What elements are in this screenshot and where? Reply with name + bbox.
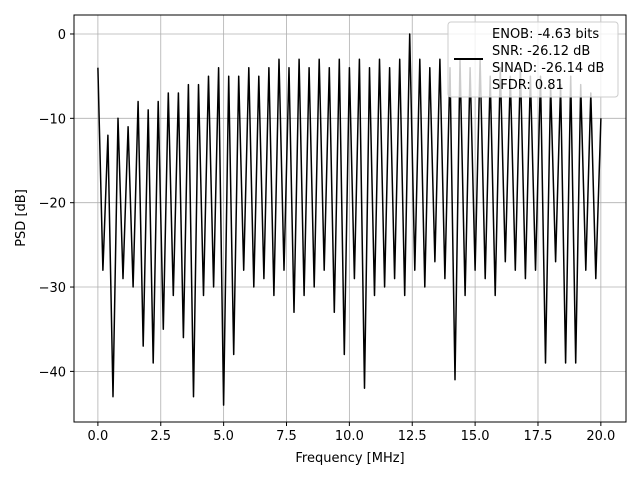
y-tick-label: −30 bbox=[39, 281, 66, 296]
series-group bbox=[97, 33, 602, 406]
psd-line bbox=[97, 33, 602, 406]
y-tick-label: −40 bbox=[39, 365, 66, 380]
x-tick-label: 12.5 bbox=[398, 429, 427, 444]
legend-enob: ENOB: -4.63 bits bbox=[492, 27, 599, 42]
y-tick-label: −20 bbox=[39, 197, 66, 212]
plot-frame bbox=[73, 14, 627, 423]
x-tick-label: 10.0 bbox=[335, 429, 364, 444]
x-tick-label: 0.0 bbox=[88, 429, 109, 444]
x-tick-label: 7.5 bbox=[276, 429, 297, 444]
x-tick-label: 15.0 bbox=[461, 429, 490, 444]
legend-snr: SNR: -26.12 dB bbox=[492, 44, 590, 59]
x-axis-ticks: 0.0 2.5 5.0 7.5 10.0 12.5 15.0 17.5 20.0 bbox=[88, 422, 615, 444]
y-tick-label: 0 bbox=[58, 28, 66, 43]
x-tick-label: 17.5 bbox=[524, 429, 553, 444]
x-axis-label: Frequency [MHz] bbox=[295, 451, 404, 466]
y-tick-label: −10 bbox=[39, 112, 66, 127]
y-axis-ticks: 0 −10 −20 −30 −40 bbox=[39, 28, 74, 380]
legend-sinad: SINAD: -26.14 dB bbox=[492, 61, 604, 76]
x-tick-label: 5.0 bbox=[213, 429, 234, 444]
legend-box bbox=[447, 21, 619, 98]
x-tick-label: 2.5 bbox=[150, 429, 171, 444]
legend: ENOB: -4.63 bits SNR: -26.12 dB SINAD: -… bbox=[447, 21, 619, 98]
y-axis-label: PSD [dB] bbox=[14, 189, 29, 247]
x-tick-label: 20.0 bbox=[586, 429, 615, 444]
legend-sfdr: SFDR: 0.81 bbox=[492, 78, 564, 93]
